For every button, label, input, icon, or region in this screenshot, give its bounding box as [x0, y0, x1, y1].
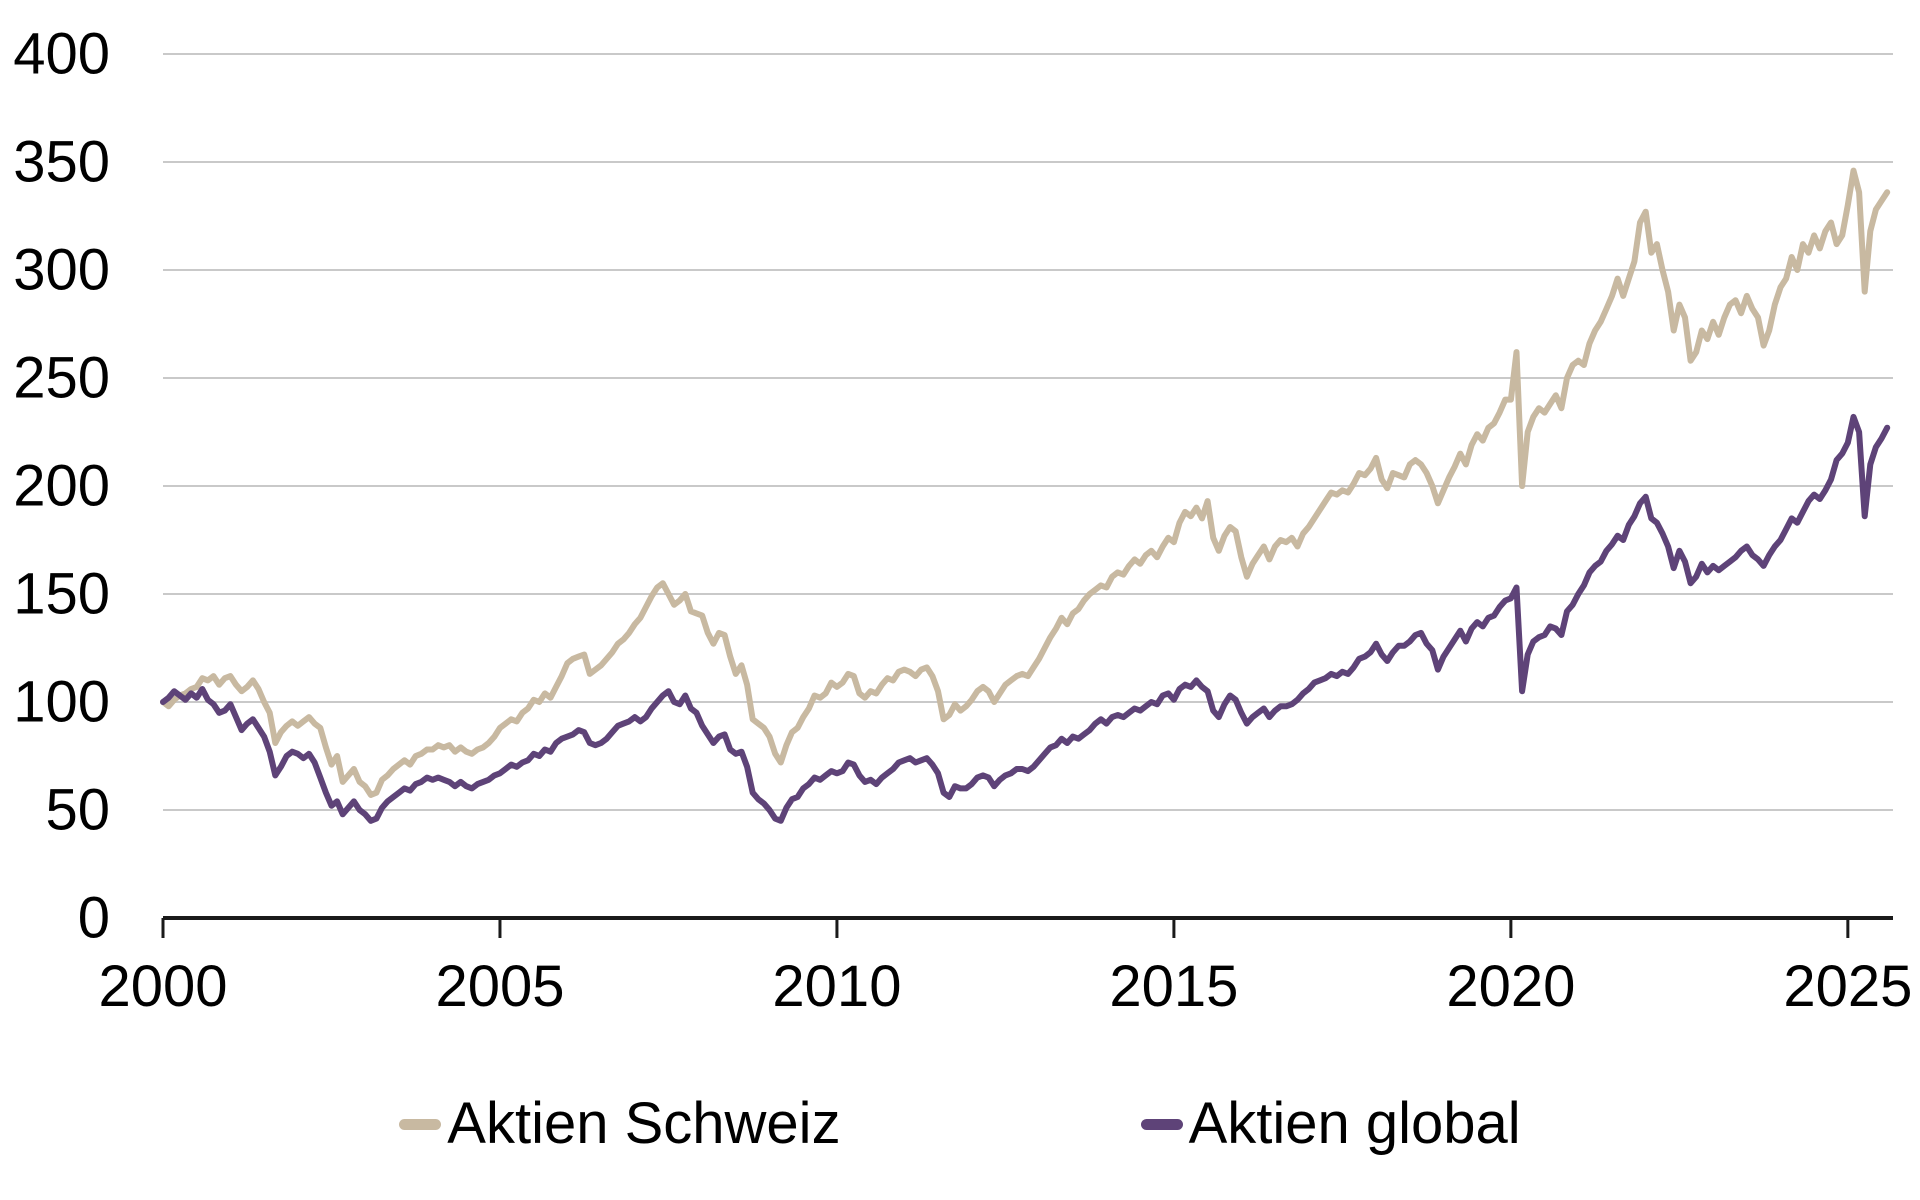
- y-axis-tick-label: 350: [13, 130, 110, 195]
- performance-line-chart: 0 50 100 150 200 250 300 350 400 2000 2005 2010 2015…: [13, 22, 1912, 1020]
- y-axis-tick-label: 50: [45, 778, 110, 843]
- legend-label-aktien-global: Aktien global: [1188, 1091, 1521, 1156]
- y-axis-tick-label: 200: [13, 454, 110, 519]
- legend-item-aktien-global: Aktien global: [1140, 1088, 1521, 1160]
- legend-swatch-aktien-schweiz-icon: [399, 1118, 442, 1130]
- x-axis-tick-label: 2005: [435, 954, 564, 1019]
- y-axis-tick-label: 400: [13, 22, 110, 87]
- y-axis-tick-label: 300: [13, 238, 110, 303]
- y-axis-tick-label: 150: [13, 562, 110, 627]
- chart-legend: Aktien Schweiz Aktien global: [0, 1088, 1920, 1160]
- x-axis-tick-label: 2025: [1783, 954, 1912, 1019]
- series-line-aktien-schweiz: [160, 167, 1891, 798]
- x-axis-tick-label: 2015: [1109, 954, 1238, 1019]
- x-axis-tick-label: 2000: [98, 954, 227, 1019]
- legend-item-aktien-schweiz: Aktien Schweiz: [399, 1088, 841, 1160]
- y-axis-tick-label: 100: [13, 670, 110, 735]
- series-line-aktien-global: [160, 413, 1891, 824]
- legend-swatch-aktien-global-icon: [1140, 1118, 1183, 1130]
- y-axis-tick-label: 0: [78, 886, 110, 951]
- x-axis-tick-label: 2020: [1446, 954, 1575, 1019]
- legend-label-aktien-schweiz: Aktien Schweiz: [447, 1091, 841, 1156]
- x-axis-tick-label: 2010: [772, 954, 901, 1019]
- y-axis-tick-label: 250: [13, 346, 110, 411]
